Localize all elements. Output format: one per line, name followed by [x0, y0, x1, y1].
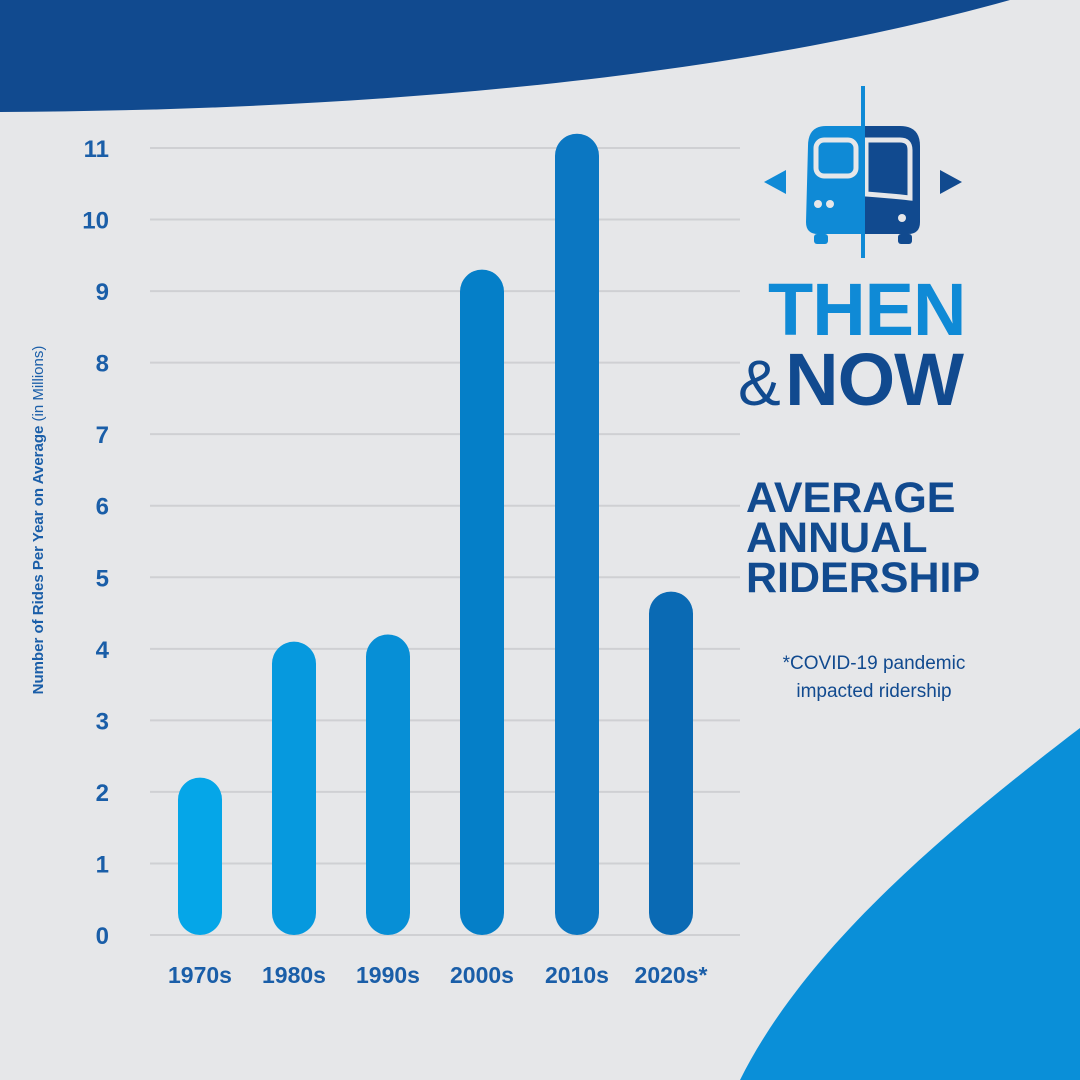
subtitle-line-2: ANNUAL [746, 514, 928, 562]
y-axis-label-unit: (in Millions) [30, 346, 47, 426]
x-tick-label: 2010s [545, 962, 609, 988]
y-tick-label: 6 [96, 494, 109, 521]
y-tick-label: 10 [82, 208, 109, 235]
divider-line [861, 86, 865, 258]
bar-2010s [555, 133, 599, 935]
y-tick-label: 3 [96, 708, 109, 735]
y-axis-label-bold: Number of Rides Per Year on Average [30, 426, 47, 695]
subtitle-line-1: AVERAGE [746, 474, 956, 522]
x-tick-label: 2020s* [635, 962, 708, 988]
y-tick-label: 11 [84, 136, 109, 163]
subtitle-line-3: RIDERSHIP [746, 554, 981, 602]
x-tick-label: 1970s [168, 962, 232, 988]
chart-subtitle: AVERAGE ANNUAL RIDERSHIP [746, 474, 981, 602]
now-title: NOW [785, 338, 964, 421]
footnote: *COVID-19 pandemic impacted ridership [754, 650, 994, 706]
then-title: THEN [768, 268, 966, 351]
y-tick-label: 8 [96, 351, 109, 378]
bus-icon [764, 86, 962, 258]
y-tick-label: 5 [96, 565, 109, 592]
footnote-line-1: *COVID-19 pandemic [782, 653, 966, 674]
y-tick-label: 7 [96, 422, 109, 449]
top-wave-shape [0, 0, 1010, 112]
footnote-line-2: impacted ridership [796, 681, 952, 702]
y-tick-label: 0 [96, 923, 109, 950]
arrow-left-icon [764, 170, 786, 194]
bottom-corner-shape [740, 728, 1080, 1080]
bar-1990s [366, 634, 410, 935]
bar-1980s [272, 641, 316, 935]
x-tick-label: 1990s [356, 962, 420, 988]
arrow-right-icon [940, 170, 962, 194]
bar-2020s [649, 591, 693, 935]
now-title-line: & NOW [738, 338, 964, 441]
y-tick-label: 2 [96, 780, 109, 807]
bus-graphic [760, 86, 966, 266]
x-tick-label: 2000s [450, 962, 514, 988]
bar-1970s [178, 777, 222, 935]
x-tick-label: 1980s [262, 962, 326, 988]
bar-2000s [460, 269, 504, 935]
y-tick-label: 9 [96, 279, 109, 306]
y-axis-label: Number of Rides Per Year on Average (in … [30, 346, 47, 695]
y-tick-label: 1 [96, 851, 109, 878]
ampersand: & [738, 347, 781, 419]
y-tick-label: 4 [96, 637, 110, 664]
